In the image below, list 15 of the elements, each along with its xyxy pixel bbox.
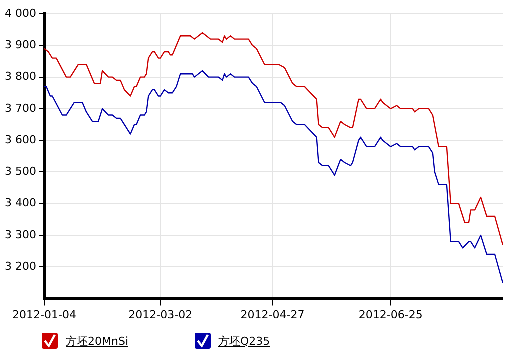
legend-label: 方坯20MnSi — [66, 334, 128, 348]
y-tick-label: 3 900 — [4, 38, 36, 52]
y-tick-label: 4 000 — [4, 6, 36, 20]
x-tick-label: 2012-03-02 — [128, 308, 193, 322]
y-tick-label: 3 200 — [4, 260, 36, 274]
legend-label: 方坯Q235 — [218, 334, 270, 348]
y-tick-label: 3 400 — [4, 196, 36, 210]
y-tick-label: 3 500 — [4, 165, 36, 178]
y-tick-label: 3 300 — [4, 228, 36, 242]
y-tick-label: 3 600 — [4, 133, 36, 146]
x-tick-label: 2012-06-25 — [358, 308, 423, 322]
x-tick-label: 2012-01-04 — [12, 308, 76, 322]
y-tick-label: 3 700 — [4, 102, 36, 115]
x-tick-label: 2012-04-27 — [240, 308, 305, 322]
y-tick-label: 3 800 — [4, 70, 36, 84]
